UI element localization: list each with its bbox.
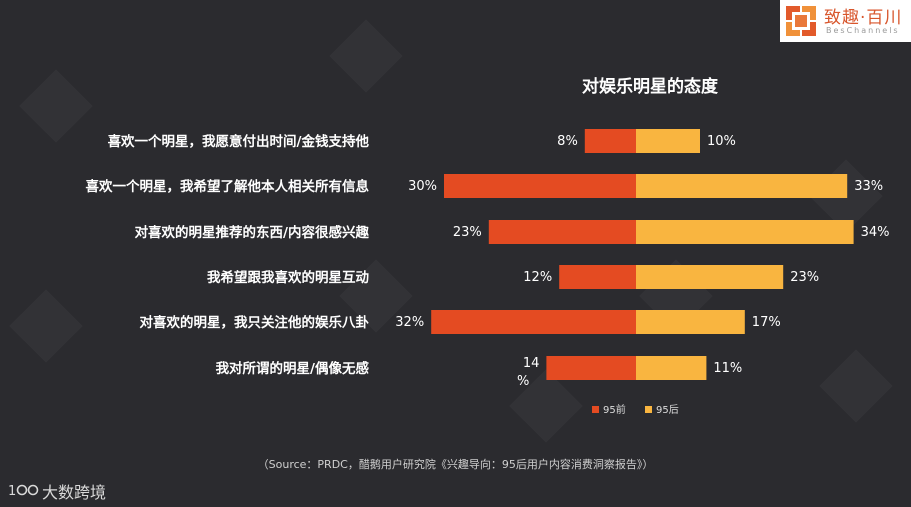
category-label: 对喜欢的明星推荐的东西/内容很感兴趣 [135,224,370,241]
data-label-part: 14 [523,356,540,371]
data-label-95-before: 32% [395,315,424,330]
source-note: （Source：PRDC，醋鹅用户研究院《兴趣导向：95后用户内容消费洞察报告》… [257,458,654,471]
bar-95-before [584,129,636,153]
data-label-95-after: 17% [752,315,781,330]
chart-title: 对娱乐明星的态度 [582,76,719,97]
logo-name: 致趣·百川 [824,8,903,28]
data-label-95-after: 33% [854,179,883,194]
category-label: 我希望跟我喜欢的明星互动 [207,269,369,286]
svg-text:1: 1 [8,484,16,499]
bar-95-before [546,356,636,380]
data-label-95-after: 23% [790,270,819,285]
bar-95-before [431,310,636,334]
data-label-95-after: 11% [713,361,742,376]
data-label-95-before: 14% [517,356,539,389]
category-label: 喜欢一个明星，我希望了解他本人相关所有信息 [86,178,370,195]
data-label-95-after: 34% [861,225,890,240]
bar-95-before [488,220,636,244]
data-label-95-before: 8% [557,134,578,149]
data-label-95-before: 12% [523,270,552,285]
legend-label-95-after: 95后 [656,404,679,416]
data-label-95-before: 30% [408,179,437,194]
logo-subtitle: BesChannels [826,26,900,35]
brand-name: 大数跨境 [42,483,107,502]
bar-95-after [636,220,854,244]
beschannels-logo-icon [786,6,816,36]
brand-logo: 致趣·百川 BesChannels [780,0,911,42]
category-label: 喜欢一个明星，我愿意付出时间/金钱支持他 [108,133,370,150]
data-label-95-after: 10% [707,134,736,149]
bar-95-after [636,310,745,334]
legend-swatch-95-after [645,406,652,413]
bar-95-before [559,265,636,289]
data-label-95-before: 23% [453,225,482,240]
bar-95-after [636,356,707,380]
bar-95-after [636,129,700,153]
category-label: 对喜欢的明星，我只关注他的娱乐八卦 [140,314,370,331]
bigdata-logo-icon: 1 [8,484,39,499]
bar-95-after [636,174,848,198]
bar-95-before [444,174,636,198]
bar-95-after [636,265,784,289]
legend-swatch-95-before [592,406,599,413]
data-label-part: % [517,374,529,389]
legend-label-95-before: 95前 [603,403,626,416]
category-label: 我对所谓的明星/偶像无感 [216,360,370,377]
